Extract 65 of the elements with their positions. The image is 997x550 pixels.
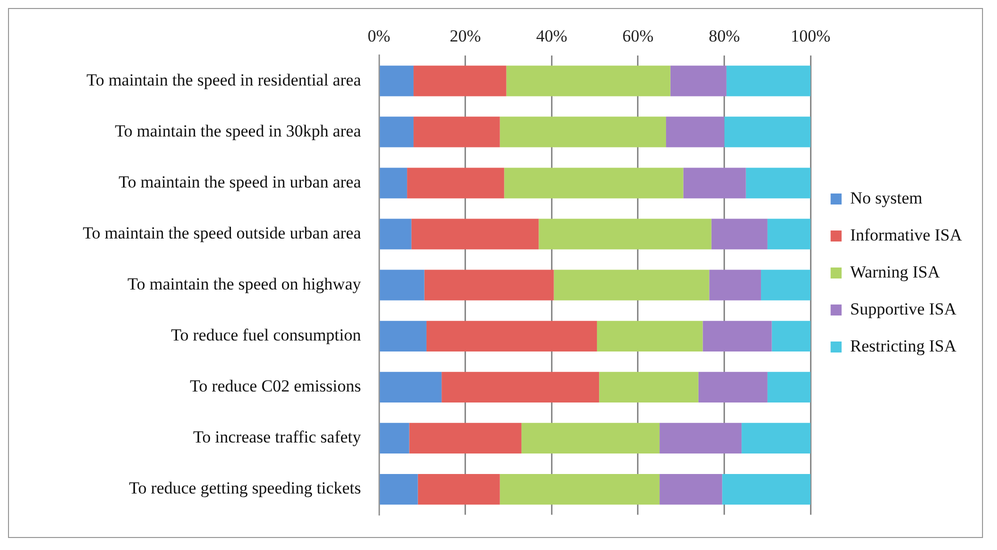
bar — [409, 422, 522, 454]
bar — [380, 422, 410, 454]
y-tick-label: To reduce fuel consumption — [170, 326, 362, 345]
bar — [500, 474, 660, 505]
bar — [506, 66, 670, 96]
bar — [411, 218, 539, 250]
bar — [424, 270, 554, 300]
bar — [380, 66, 414, 96]
x-tick-label: 60% — [622, 26, 654, 46]
bar — [407, 168, 504, 198]
bar — [726, 66, 811, 96]
bar — [596, 320, 703, 352]
x-tick-label: 0% — [368, 26, 390, 46]
bar — [380, 320, 426, 352]
legend-label: Warning ISA — [850, 262, 941, 282]
bar — [380, 116, 414, 148]
bar — [772, 320, 811, 352]
y-tick-label: To maintain the speed in 30kph area — [114, 121, 362, 140]
bar — [760, 270, 811, 300]
x-tick-label: 100% — [790, 26, 830, 46]
bar — [767, 372, 811, 402]
bar — [702, 320, 772, 352]
bar — [500, 116, 666, 148]
bar — [538, 218, 712, 250]
bar — [683, 168, 746, 198]
bar — [380, 168, 408, 198]
legend-label: Restricting ISA — [850, 336, 958, 356]
legend-label: No system — [850, 188, 922, 208]
bar — [724, 116, 811, 148]
y-tick-label: To maintain the speed in urban area — [118, 172, 362, 192]
legend-label: Supportive ISA — [850, 299, 958, 318]
bar — [767, 218, 811, 250]
y-tick-label: To reduce C02 emissions — [190, 376, 361, 396]
bar — [746, 168, 811, 198]
bar — [414, 116, 500, 148]
bar — [742, 422, 811, 454]
bar — [380, 372, 442, 402]
bar — [670, 66, 726, 96]
bar — [599, 372, 698, 402]
bar — [698, 372, 768, 402]
bar — [711, 218, 768, 250]
y-tick-label: To maintain the speed in residential area — [86, 70, 362, 90]
y-tick-label: To increase traffic safety — [193, 428, 362, 447]
bar — [666, 116, 724, 148]
bar — [380, 270, 424, 300]
bar — [722, 474, 811, 505]
bar — [414, 66, 506, 96]
y-tick-label: To reduce getting speeding tickets — [128, 478, 361, 498]
bar — [660, 422, 742, 454]
y-tick-label: To maintain the speed on highway — [128, 274, 362, 294]
x-tick-label: 80% — [708, 26, 740, 46]
bar — [504, 168, 684, 198]
bar — [660, 474, 722, 505]
legend-label: Informative ISA — [850, 225, 963, 244]
y-tick-label: To maintain the speed outside urban area — [82, 224, 362, 243]
bar — [380, 218, 412, 250]
bar — [418, 474, 500, 505]
bar — [554, 270, 710, 300]
bar — [709, 270, 761, 300]
bar — [521, 422, 660, 454]
bar — [426, 320, 597, 352]
x-tick-label: 20% — [450, 26, 481, 46]
bar — [380, 474, 418, 505]
x-tick-label: 40% — [536, 26, 568, 46]
bar — [442, 372, 600, 402]
